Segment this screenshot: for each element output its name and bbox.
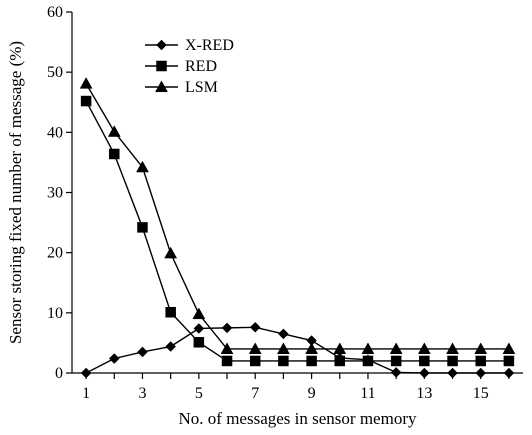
x-tick-label: 5 — [195, 385, 203, 402]
data-point-red — [165, 306, 176, 318]
x-tick-label: 3 — [138, 385, 146, 402]
x-tick-label: 13 — [416, 385, 432, 402]
data-point-x-red — [390, 367, 402, 378]
data-point-lsm — [305, 342, 319, 354]
data-point-red — [475, 355, 486, 367]
data-point-lsm — [220, 342, 234, 354]
data-point-x-red — [137, 346, 148, 358]
y-tick-label: 10 — [47, 305, 63, 322]
data-point-lsm — [164, 246, 178, 259]
data-point-red — [447, 355, 458, 367]
data-point-red — [278, 355, 289, 367]
data-point-x-red — [80, 367, 92, 379]
series-line-lsm — [85, 83, 509, 350]
data-point-lsm — [417, 342, 431, 354]
legend-label: LSM — [185, 79, 218, 96]
data-point-red — [249, 355, 261, 367]
data-point-x-red — [165, 341, 177, 352]
data-point-lsm — [79, 77, 93, 89]
legend-item-x-red: X-RED — [145, 37, 234, 54]
series-red — [80, 95, 515, 367]
data-point-red — [109, 148, 120, 160]
data-point-red — [419, 355, 430, 367]
data-point-lsm — [276, 342, 290, 354]
y-tick-label: 20 — [47, 245, 63, 262]
y-tick-label: 60 — [47, 4, 63, 21]
data-point-lsm — [192, 307, 206, 320]
x-axis-title: No. of messages in sensor memory — [179, 409, 417, 428]
y-tick-label: 40 — [47, 124, 63, 141]
data-point-x-red — [447, 367, 458, 379]
data-point-lsm — [502, 342, 516, 354]
data-point-x-red — [475, 367, 487, 379]
x-tick-label: 9 — [308, 385, 316, 402]
data-point-x-red — [108, 353, 120, 364]
x-tick-label: 11 — [360, 385, 375, 402]
legend-marker — [156, 60, 167, 72]
data-point-red — [80, 95, 92, 107]
series-layer — [79, 77, 516, 379]
x-tick-label: 1 — [82, 385, 90, 402]
legend-item-lsm: LSM — [145, 79, 218, 96]
y-tick-label: 30 — [47, 185, 63, 202]
data-point-red — [193, 337, 205, 348]
data-point-red — [306, 355, 317, 367]
data-point-x-red — [278, 328, 289, 340]
data-point-red — [362, 355, 374, 367]
data-point-red — [334, 355, 346, 367]
data-point-x-red — [503, 367, 515, 379]
data-point-red — [221, 355, 233, 367]
data-point-x-red — [221, 322, 233, 334]
x-tick-label: 15 — [473, 385, 489, 402]
legend-marker — [156, 39, 167, 51]
data-point-lsm — [248, 342, 262, 354]
data-point-lsm — [361, 342, 375, 354]
y-tick-label: 50 — [47, 64, 63, 81]
data-point-x-red — [249, 321, 261, 333]
x-tick-label: 7 — [251, 385, 259, 402]
data-point-lsm — [136, 160, 149, 173]
data-point-lsm — [474, 342, 488, 354]
series-line-x-red — [85, 326, 509, 374]
y-tick-label: 0 — [55, 365, 63, 382]
legend-marker — [155, 80, 168, 93]
legend: X-RED RED LSM — [145, 37, 234, 96]
data-point-lsm — [389, 342, 403, 354]
legend-label: X-RED — [185, 37, 234, 54]
data-point-lsm — [107, 125, 121, 137]
data-point-x-red — [418, 367, 430, 379]
data-point-lsm — [446, 342, 459, 354]
legend-label: RED — [185, 58, 217, 75]
series-x-red — [80, 321, 515, 379]
legend-item-red: RED — [145, 58, 217, 75]
data-point-red — [390, 355, 402, 367]
series-lsm — [79, 77, 516, 354]
data-point-lsm — [333, 342, 347, 354]
data-point-red — [137, 222, 148, 233]
data-point-red — [503, 355, 515, 367]
series-line-red — [85, 100, 509, 362]
y-axis-title: Sensor storing fixed number of message (… — [6, 41, 25, 344]
data-point-x-red — [193, 323, 205, 334]
